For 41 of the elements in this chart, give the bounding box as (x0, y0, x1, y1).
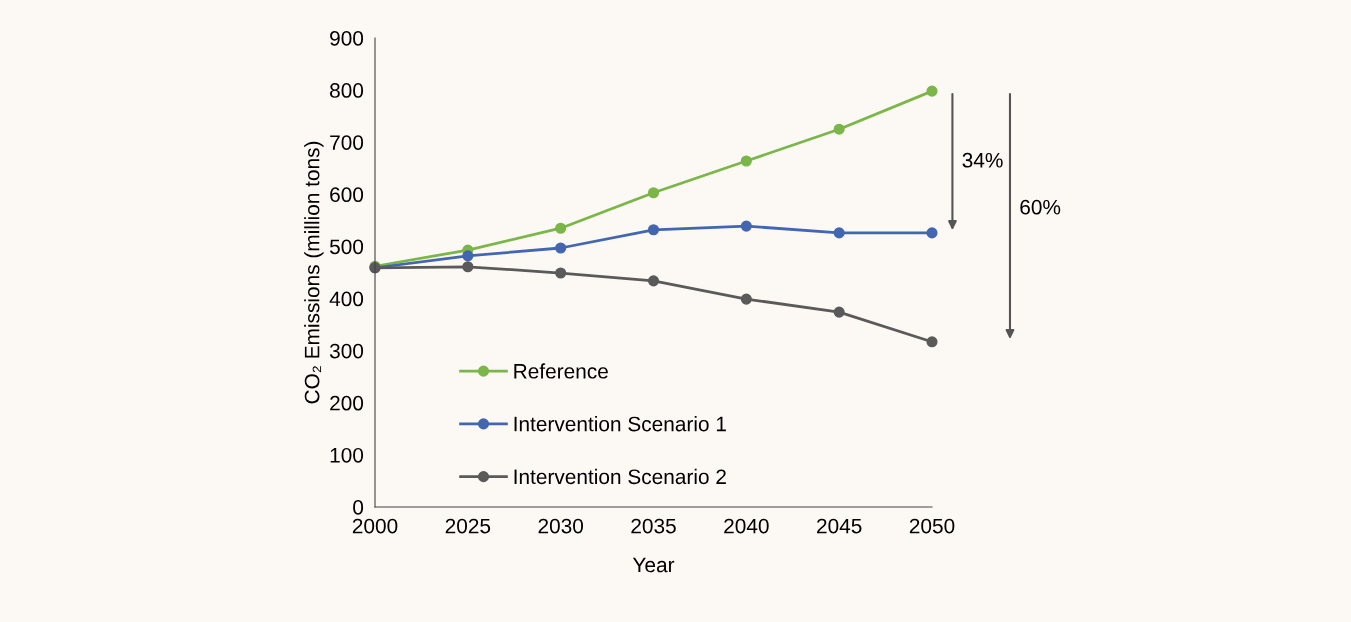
point (555, 222, 567, 234)
point (647, 224, 660, 236)
point (462, 250, 474, 262)
point (926, 336, 938, 348)
point (833, 227, 845, 239)
text: 34% (962, 152, 1003, 168)
x-tick-label: 2025 (445, 518, 491, 534)
y-tick-label: 500 (329, 239, 364, 255)
x-tick-label: 2035 (631, 518, 676, 534)
y-tick-label: 200 (330, 395, 364, 411)
point (740, 220, 752, 232)
x-tick-label: 2030 (538, 518, 584, 534)
text: 60% (1020, 199, 1061, 215)
x-axis-title: Year (632, 557, 675, 573)
point (740, 293, 752, 305)
point (647, 275, 660, 287)
point (740, 155, 752, 167)
x-tick-label: 2050 (909, 518, 955, 534)
point (833, 306, 845, 318)
y-tick-label: 900 (330, 31, 364, 46)
y-tick-label: 100 (330, 447, 364, 463)
x-tick-label: 2000 (352, 518, 398, 534)
x-tick-label: 2040 (724, 518, 769, 534)
point (926, 227, 938, 239)
y-tick-label: 0 (353, 500, 364, 515)
point (555, 242, 567, 254)
y-axis-title: CO₂ Emissions (million tons) (304, 141, 324, 404)
x-tick-label: 2045 (817, 518, 862, 534)
y-tick-label: 600 (330, 187, 364, 203)
point (926, 85, 938, 97)
y-tick-label: 800 (330, 83, 364, 98)
y-tick-label: 400 (329, 291, 364, 307)
legend-label: Intervention Scenario 2 (514, 468, 726, 485)
point (462, 261, 474, 273)
point (833, 123, 845, 135)
y-tick-label: 700 (330, 135, 364, 150)
legend-label: Intervention Scenario 1 (514, 416, 726, 432)
legend-label: Reference (514, 363, 608, 379)
point (647, 187, 660, 199)
y-tick-label: 300 (329, 343, 364, 359)
point (555, 267, 567, 279)
